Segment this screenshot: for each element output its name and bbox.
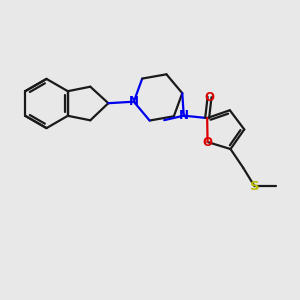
- Text: O: O: [202, 136, 213, 148]
- Text: S: S: [250, 180, 259, 193]
- Text: N: N: [179, 109, 189, 122]
- Text: N: N: [129, 95, 139, 108]
- Text: O: O: [205, 91, 214, 103]
